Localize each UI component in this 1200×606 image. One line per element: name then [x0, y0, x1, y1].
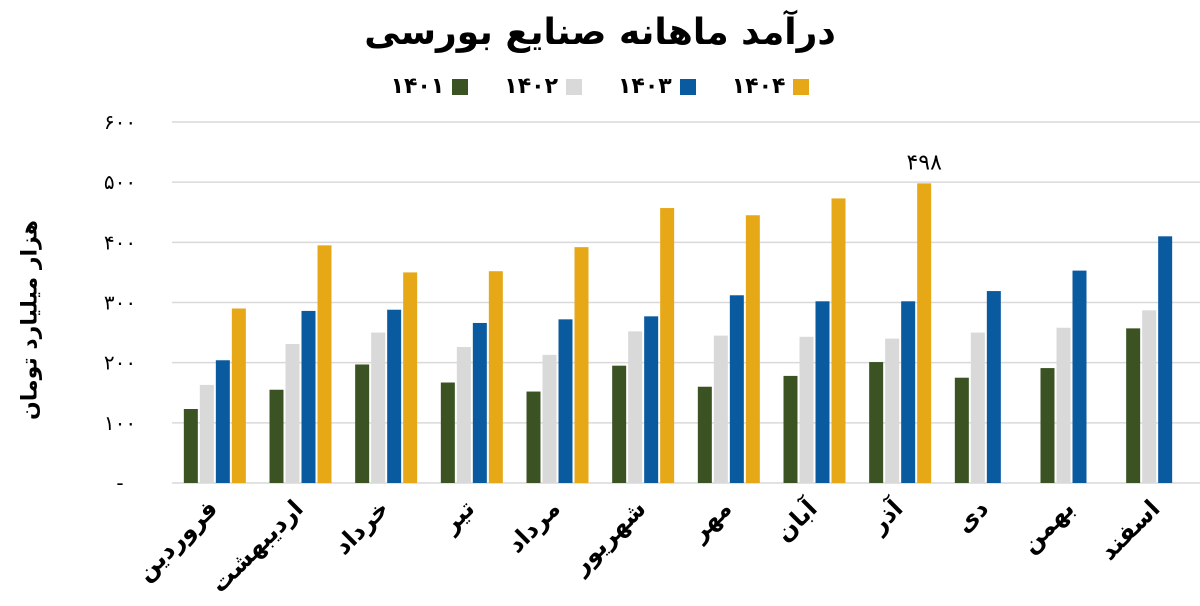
legend-swatch-1403	[679, 78, 696, 95]
y-tick-label: ۴۰۰	[104, 230, 136, 254]
y-tick-label: ۲۰۰	[104, 351, 136, 375]
bar-۱۴۰۳	[472, 322, 487, 483]
legend: ۱۴۰۴ ۱۴۰۳ ۱۴۰۲ ۱۴۰۱	[0, 74, 1200, 99]
bar-۱۴۰۴	[831, 198, 846, 483]
bar-۱۴۰۴	[403, 272, 418, 483]
bar-۱۴۰۳	[215, 360, 230, 483]
bar-۱۴۰۲	[456, 347, 471, 483]
legend-swatch-1404	[793, 78, 810, 95]
bar-۱۴۰۱	[1126, 328, 1141, 483]
bar-۱۴۰۳	[901, 301, 916, 483]
legend-label-1404: ۱۴۰۴	[731, 74, 786, 99]
bar-۱۴۰۴	[488, 271, 503, 483]
bar-۱۴۰۲	[970, 332, 985, 483]
bar-۱۴۰۳	[1072, 270, 1087, 483]
bar-۱۴۰۳	[558, 319, 573, 483]
bar-۱۴۰۲	[1056, 327, 1071, 483]
bar-۱۴۰۴	[745, 215, 760, 483]
x-tick-label: تیر	[436, 494, 480, 538]
bar-۱۴۰۱	[612, 365, 627, 483]
bar-۱۴۰۴	[231, 308, 246, 483]
legend-item-1403: ۱۴۰۳	[618, 74, 696, 99]
bar-۱۴۰۱	[183, 408, 198, 483]
legend-item-1402: ۱۴۰۲	[504, 74, 582, 99]
x-tick-label: مهر	[684, 494, 737, 547]
bar-۱۴۰۳	[986, 291, 1001, 483]
x-tick-label: آذر	[863, 493, 909, 539]
legend-label-1401: ۱۴۰۱	[390, 74, 445, 99]
bar-۱۴۰۱	[526, 391, 541, 483]
bar-۱۴۰۳	[815, 301, 830, 483]
x-tick-label: دی	[950, 494, 994, 538]
y-tick-label: ۱۰۰	[104, 411, 136, 435]
bar-۱۴۰۱	[869, 362, 884, 483]
bar-۱۴۰۲	[285, 344, 300, 483]
legend-label-1402: ۱۴۰۲	[504, 74, 558, 99]
bar-۱۴۰۲	[1142, 310, 1157, 483]
bar-۱۴۰۳	[387, 309, 402, 483]
bar-۱۴۰۴	[317, 245, 332, 483]
bar-۱۴۰۴	[574, 247, 589, 483]
bar-۱۴۰۱	[269, 389, 284, 483]
bar-۱۴۰۲	[371, 332, 386, 483]
bar-۱۴۰۲	[542, 354, 557, 483]
bar-۱۴۰۱	[1040, 368, 1055, 483]
x-tick-label: خرداد	[329, 494, 395, 560]
legend-item-1404: ۱۴۰۴	[732, 74, 810, 99]
y-tick-label: ۶۰۰	[104, 110, 136, 134]
data-label: ۴۹۸	[906, 150, 942, 175]
bar-۱۴۰۱	[355, 364, 370, 483]
x-tick-label: شهریور	[566, 494, 652, 580]
y-tick-label: ۳۰۰	[104, 291, 136, 315]
bar-۱۴۰۳	[1158, 236, 1173, 483]
y-tick-label: -	[116, 471, 123, 495]
bar-۱۴۰۱	[440, 382, 455, 483]
bar-۱۴۰۱	[954, 377, 969, 483]
bar-۱۴۰۱	[783, 375, 798, 483]
bar-۱۴۰۳	[729, 295, 744, 483]
bar-۱۴۰۲	[199, 384, 214, 483]
legend-item-1401: ۱۴۰۱	[391, 74, 469, 99]
bar-۱۴۰۴	[660, 208, 675, 483]
bar-۱۴۰۲	[713, 335, 728, 483]
legend-label-1403: ۱۴۰۳	[618, 74, 672, 99]
bar-۱۴۰۴	[917, 183, 932, 483]
bar-۱۴۰۳	[301, 310, 316, 483]
x-tick-label: مرداد	[502, 494, 566, 558]
bar-۱۴۰۲	[628, 331, 643, 483]
bar-۱۴۰۳	[644, 316, 659, 483]
y-tick-label: ۵۰۰	[104, 170, 136, 194]
legend-swatch-1401	[452, 78, 469, 95]
bar-۱۴۰۱	[697, 386, 712, 483]
bar-۱۴۰۲	[799, 336, 814, 483]
x-tick-label: آبان	[769, 493, 823, 547]
bar-۱۴۰۲	[885, 338, 900, 483]
legend-swatch-1402	[566, 78, 582, 95]
chart-title: درآمد ماهانه صنایع بورسی	[364, 12, 836, 53]
x-tick-label: اسفند	[1094, 494, 1165, 565]
x-tick-label: بهمن	[1016, 494, 1080, 558]
x-tick-label: اردیبهشت	[205, 494, 309, 598]
